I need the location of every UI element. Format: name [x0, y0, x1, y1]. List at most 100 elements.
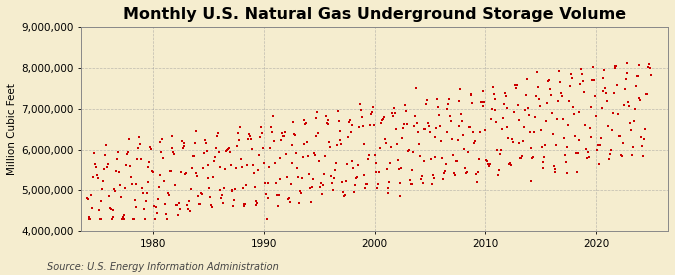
- Point: [440, 161, 451, 166]
- Point: [226, 189, 237, 193]
- Point: [634, 95, 645, 100]
- Point: [583, 155, 594, 160]
- Point: [232, 144, 242, 148]
- Point: [178, 140, 189, 145]
- Point: [562, 145, 573, 149]
- Point: [493, 173, 504, 178]
- Point: [96, 199, 107, 203]
- Point: [443, 102, 454, 106]
- Point: [528, 155, 539, 160]
- Point: [315, 185, 325, 190]
- Point: [299, 117, 310, 122]
- Point: [563, 122, 574, 127]
- Point: [239, 202, 250, 206]
- Point: [211, 134, 222, 138]
- Point: [520, 108, 531, 112]
- Point: [160, 202, 171, 206]
- Point: [400, 102, 410, 107]
- Point: [523, 113, 534, 117]
- Point: [522, 77, 533, 81]
- Point: [90, 162, 101, 166]
- Point: [601, 91, 612, 96]
- Point: [273, 193, 284, 197]
- Point: [101, 143, 111, 147]
- Point: [354, 102, 365, 106]
- Point: [334, 129, 345, 133]
- Point: [516, 156, 526, 160]
- Point: [374, 170, 385, 175]
- Point: [180, 172, 191, 176]
- Point: [595, 143, 605, 148]
- Point: [636, 135, 647, 139]
- Point: [462, 170, 472, 174]
- Point: [345, 130, 356, 134]
- Point: [156, 149, 167, 154]
- Point: [508, 110, 519, 114]
- Point: [99, 167, 109, 172]
- Point: [278, 134, 289, 139]
- Point: [611, 64, 622, 68]
- Point: [387, 111, 398, 115]
- Point: [369, 123, 379, 127]
- Point: [312, 109, 323, 114]
- Point: [167, 134, 178, 138]
- Point: [219, 185, 230, 190]
- Point: [300, 121, 310, 126]
- Point: [141, 191, 152, 196]
- Point: [462, 150, 473, 154]
- Point: [423, 121, 433, 126]
- Point: [244, 132, 254, 136]
- Point: [591, 114, 601, 119]
- Point: [311, 116, 322, 120]
- Point: [309, 153, 320, 157]
- Point: [292, 175, 303, 179]
- Point: [272, 204, 283, 208]
- Point: [527, 156, 538, 161]
- Point: [365, 111, 376, 116]
- Point: [379, 115, 389, 119]
- Point: [585, 135, 596, 140]
- Point: [286, 161, 297, 165]
- Point: [549, 166, 560, 171]
- Point: [530, 115, 541, 120]
- Point: [92, 176, 103, 180]
- Point: [364, 123, 375, 127]
- Point: [452, 138, 463, 142]
- Point: [643, 65, 653, 69]
- Point: [190, 129, 201, 133]
- Point: [313, 131, 324, 135]
- Point: [393, 167, 404, 171]
- Point: [346, 122, 357, 127]
- Point: [351, 175, 362, 180]
- Point: [117, 214, 128, 219]
- Point: [138, 191, 148, 196]
- Point: [450, 173, 460, 178]
- Point: [275, 156, 286, 161]
- Point: [120, 186, 131, 191]
- Point: [277, 131, 288, 135]
- Point: [143, 165, 154, 169]
- Point: [377, 118, 387, 122]
- Point: [181, 170, 192, 175]
- Point: [556, 94, 567, 98]
- Point: [369, 153, 380, 158]
- Point: [570, 134, 580, 138]
- Point: [626, 128, 637, 133]
- Point: [535, 127, 546, 132]
- Point: [402, 148, 413, 153]
- Point: [113, 149, 124, 154]
- Point: [421, 101, 432, 106]
- Point: [154, 173, 165, 178]
- Point: [485, 162, 495, 167]
- Point: [377, 117, 388, 121]
- Point: [455, 87, 466, 91]
- Point: [304, 186, 315, 191]
- Point: [269, 161, 280, 165]
- Point: [640, 127, 651, 131]
- Point: [361, 182, 372, 186]
- Point: [417, 181, 428, 186]
- Point: [221, 148, 232, 153]
- Point: [618, 141, 628, 145]
- Point: [441, 130, 452, 134]
- Point: [348, 166, 359, 171]
